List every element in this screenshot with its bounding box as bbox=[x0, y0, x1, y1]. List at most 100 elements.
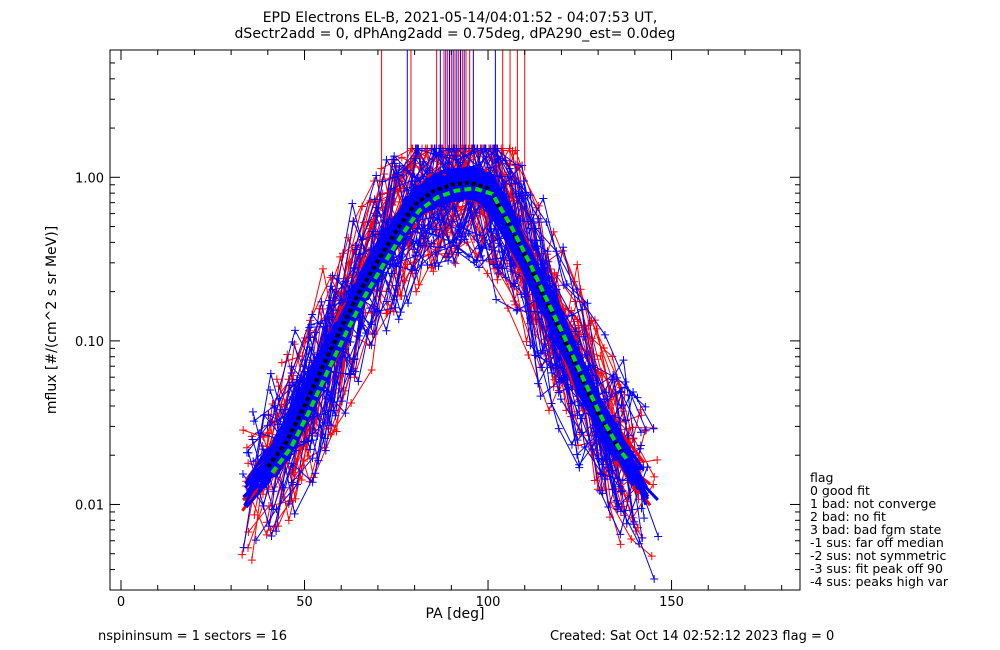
trace-a-point bbox=[650, 472, 659, 481]
trace-b-point bbox=[389, 155, 398, 164]
trace-b-point bbox=[554, 424, 563, 433]
trace-b bbox=[252, 146, 644, 493]
fit-curves bbox=[266, 180, 630, 474]
trace-a-point bbox=[522, 337, 531, 346]
trace-b-point bbox=[539, 194, 548, 203]
trace-b-point bbox=[477, 243, 486, 252]
trace-b-point bbox=[291, 326, 300, 335]
trace-b-point bbox=[635, 539, 644, 548]
trace-b-point bbox=[290, 509, 299, 518]
trace-a-point bbox=[297, 475, 306, 484]
trace-b-point bbox=[284, 499, 293, 508]
trace-b-point bbox=[501, 156, 510, 165]
trace-b-point bbox=[478, 144, 487, 153]
trace-b-point bbox=[350, 263, 359, 272]
trace-a-point bbox=[403, 260, 412, 269]
trace-b-point bbox=[495, 172, 504, 181]
trace-b-point bbox=[248, 407, 257, 416]
trace-b-point bbox=[410, 266, 419, 275]
trace-b-point bbox=[596, 469, 605, 478]
trace-b-point bbox=[575, 401, 584, 410]
trace-b-point bbox=[542, 218, 551, 227]
trace-b-point bbox=[583, 299, 592, 308]
trace-a-point bbox=[347, 398, 356, 407]
trace-b-point bbox=[464, 229, 473, 238]
trace-b-point bbox=[285, 381, 294, 390]
trace-b-point bbox=[637, 504, 646, 513]
trace-b-point bbox=[629, 388, 638, 397]
legend-entry: 1 bad: not converge bbox=[810, 496, 936, 511]
trace-b-point bbox=[260, 411, 269, 420]
trace-b-point bbox=[511, 160, 520, 169]
trace-b-point bbox=[288, 337, 297, 346]
trace-b-point bbox=[520, 176, 529, 185]
trace-b-point bbox=[349, 217, 358, 226]
trace-b-point bbox=[444, 236, 453, 245]
trace-b-point bbox=[306, 445, 315, 454]
trace-b-point bbox=[633, 393, 642, 402]
trace-b-point bbox=[285, 395, 294, 404]
x-tick-label: 0 bbox=[117, 595, 125, 610]
trace-b-point bbox=[239, 543, 248, 552]
trace-b-point bbox=[554, 388, 563, 397]
trace-b-point bbox=[624, 431, 633, 440]
trace-b-point bbox=[625, 391, 634, 400]
trace-b-point bbox=[457, 232, 466, 241]
trace-b-point bbox=[382, 297, 391, 306]
trace-b-point bbox=[622, 519, 631, 528]
trace-b-point bbox=[412, 237, 421, 246]
legend-entry: 2 bad: no fit bbox=[810, 509, 886, 524]
trace-b-point bbox=[390, 152, 399, 161]
trace-b-point bbox=[592, 431, 601, 440]
trace-b-point bbox=[506, 256, 515, 265]
trace-b-point bbox=[621, 378, 630, 387]
trace-b-point bbox=[526, 191, 535, 200]
trace-b-point bbox=[354, 331, 363, 340]
trace-b-point bbox=[431, 248, 440, 257]
trace-b-point bbox=[419, 234, 428, 243]
plot-frame bbox=[109, 49, 801, 591]
trace-b-point bbox=[543, 247, 552, 256]
trace-b-point bbox=[321, 446, 330, 455]
trace-b-point bbox=[341, 409, 350, 418]
y-axis: 0.01 0.10 1.00 bbox=[75, 49, 800, 591]
y-tick-label: 0.01 bbox=[75, 498, 104, 513]
trace-b-point bbox=[371, 211, 380, 220]
trace-b-point bbox=[396, 308, 405, 317]
chart-title-line1: EPD Electrons EL-B, 2021-05-14/04:01:52 … bbox=[263, 10, 658, 26]
trace-b-point bbox=[411, 252, 420, 261]
trace-b-point bbox=[571, 327, 580, 336]
trace-a-point bbox=[429, 267, 438, 276]
trace-b-point bbox=[427, 225, 436, 234]
trace-b-point bbox=[577, 428, 586, 437]
trace-b-point bbox=[474, 263, 483, 272]
trace-b-point bbox=[272, 527, 281, 536]
trace-b-point bbox=[567, 440, 576, 449]
trace-b-point bbox=[575, 460, 584, 469]
trace-b-point bbox=[308, 478, 317, 487]
data-traces bbox=[238, 144, 663, 584]
trace-b-point bbox=[293, 480, 302, 489]
trace-b-point bbox=[317, 297, 326, 306]
trace-b-point bbox=[654, 532, 663, 541]
trace-b-point bbox=[398, 171, 407, 180]
trace-b-point bbox=[393, 168, 402, 177]
fit-curve-light bbox=[270, 186, 630, 474]
trace-b-point bbox=[348, 199, 357, 208]
trace-b-point bbox=[355, 250, 364, 259]
flag-legend: flag 0 good fit 1 bad: not converge 2 ba… bbox=[810, 470, 949, 589]
footer-right: Created: Sat Oct 14 02:52:12 2023 flag =… bbox=[550, 629, 834, 644]
trace-b-point bbox=[329, 294, 338, 303]
trace-b-point bbox=[551, 364, 560, 373]
trace-a-point bbox=[238, 550, 247, 559]
trace-b-point bbox=[536, 392, 545, 401]
trace-b-point bbox=[617, 388, 626, 397]
trace-b-point bbox=[515, 189, 524, 198]
trace-a-point bbox=[627, 535, 636, 544]
trace-b-point bbox=[640, 514, 649, 523]
trace-b-point bbox=[238, 470, 247, 479]
trace-a-point bbox=[366, 196, 375, 205]
legend-entry: 3 bad: bad fgm state bbox=[810, 522, 942, 537]
trace-a-point bbox=[421, 240, 430, 249]
